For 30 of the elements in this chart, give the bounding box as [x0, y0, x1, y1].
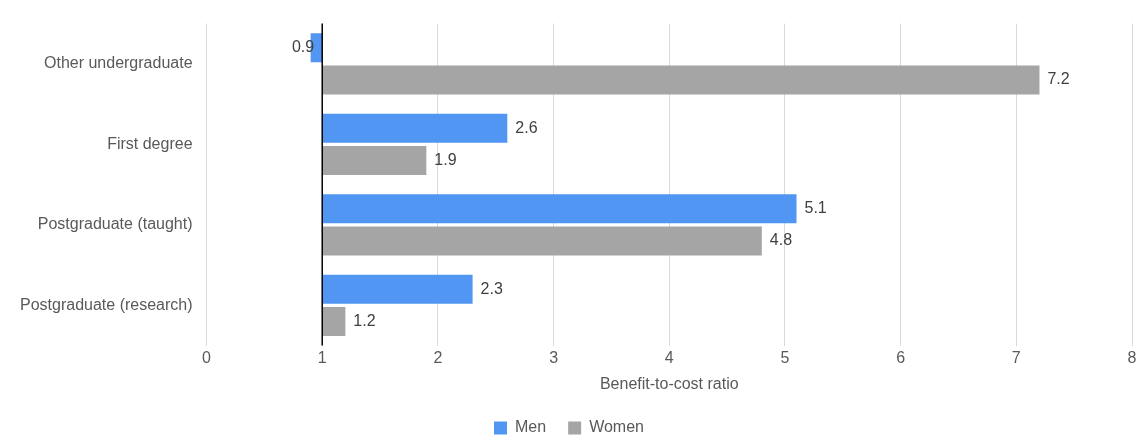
data-label: 1.2	[353, 311, 376, 329]
bar	[322, 274, 473, 304]
x-tick-label: 4	[664, 348, 674, 366]
x-tick-label: 1	[317, 348, 327, 366]
y-tick-label: Other undergraduate	[43, 54, 193, 72]
x-tick-label: 2	[433, 348, 443, 366]
data-label: 7.2	[1047, 70, 1070, 88]
data-label: 2.3	[480, 279, 503, 297]
legend-label: Men	[515, 418, 547, 436]
x-tick-label: 0	[202, 348, 212, 366]
x-axis-title: Benefit-to-cost ratio	[599, 374, 739, 392]
bar	[322, 145, 427, 175]
data-label: 4.8	[769, 231, 793, 249]
legend-label: Women	[589, 418, 644, 436]
y-tick-label: Postgraduate (research)	[20, 295, 193, 313]
x-tick-label: 5	[780, 348, 790, 366]
bar	[322, 194, 797, 224]
bar	[322, 65, 1040, 95]
bar	[322, 306, 346, 336]
y-tick-label: First degree	[107, 134, 193, 152]
x-tick-label: 7	[1011, 348, 1021, 366]
bar	[322, 113, 508, 143]
x-tick-label: 6	[896, 348, 906, 366]
data-label: 2.6	[515, 118, 538, 136]
data-label: 5.1	[804, 199, 827, 217]
y-tick-label: Postgraduate (taught)	[37, 215, 193, 233]
x-tick-label: 3	[549, 348, 559, 366]
data-label: 1.9	[434, 150, 457, 168]
bar	[322, 226, 762, 256]
x-tick-label: 8	[1127, 348, 1137, 366]
